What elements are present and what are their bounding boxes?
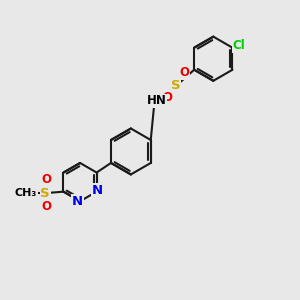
Text: S: S — [171, 80, 181, 92]
Text: N: N — [92, 184, 103, 197]
Text: O: O — [179, 66, 189, 79]
Text: CH₃: CH₃ — [15, 188, 37, 198]
Text: S: S — [40, 187, 50, 200]
Text: O: O — [42, 200, 52, 213]
Text: HN: HN — [147, 94, 167, 107]
Text: Cl: Cl — [232, 39, 245, 52]
Text: O: O — [42, 173, 52, 186]
Text: O: O — [163, 91, 173, 103]
Text: N: N — [72, 195, 83, 208]
